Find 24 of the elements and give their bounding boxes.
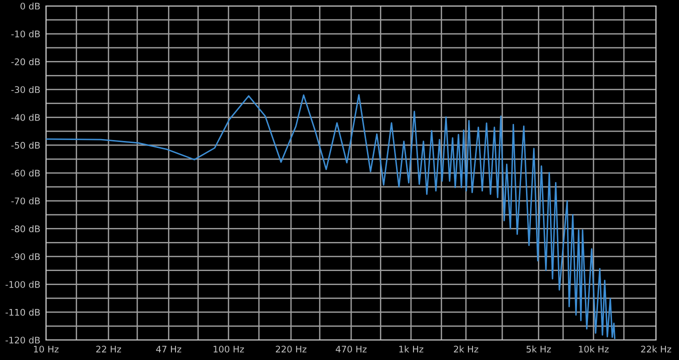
- x-tick-label: 470 Hz: [336, 346, 367, 353]
- y-tick-label: -40 dB: [11, 114, 40, 121]
- y-tick-label: -80 dB: [11, 225, 40, 232]
- y-tick-label: -60 dB: [11, 170, 40, 177]
- y-tick-label: -30 dB: [11, 86, 40, 94]
- y-tick-label: -100 dB: [6, 280, 40, 288]
- x-tick-label: 5k Hz: [526, 346, 551, 353]
- x-tick-label: 1k Hz: [399, 346, 424, 352]
- y-tick-label: -50 dB: [11, 142, 40, 149]
- y-tick-label: -110 dB: [6, 308, 40, 316]
- x-tick-label: 47 Hz: [156, 346, 182, 352]
- x-tick-label: 22k Hz: [641, 346, 672, 352]
- y-tick-label: -120 dB: [6, 336, 40, 344]
- x-tick-label: 220 Hz: [276, 346, 306, 353]
- y-tick-label: -10 dB: [11, 30, 40, 38]
- x-tick-label: 2k Hz: [454, 346, 478, 352]
- y-tick-label: -20 dB: [11, 58, 40, 66]
- x-tick-label: 22 Hz: [96, 346, 122, 352]
- y-tick-label: -90 dB: [11, 253, 40, 260]
- x-tick-label: 100 Hz: [214, 346, 244, 353]
- x-tick-label: 10k Hz: [578, 346, 609, 353]
- x-tick-label: 10 Hz: [34, 346, 59, 353]
- y-tick-label: -70 dB: [11, 197, 40, 204]
- y-tick-label: 0 dB: [20, 2, 40, 10]
